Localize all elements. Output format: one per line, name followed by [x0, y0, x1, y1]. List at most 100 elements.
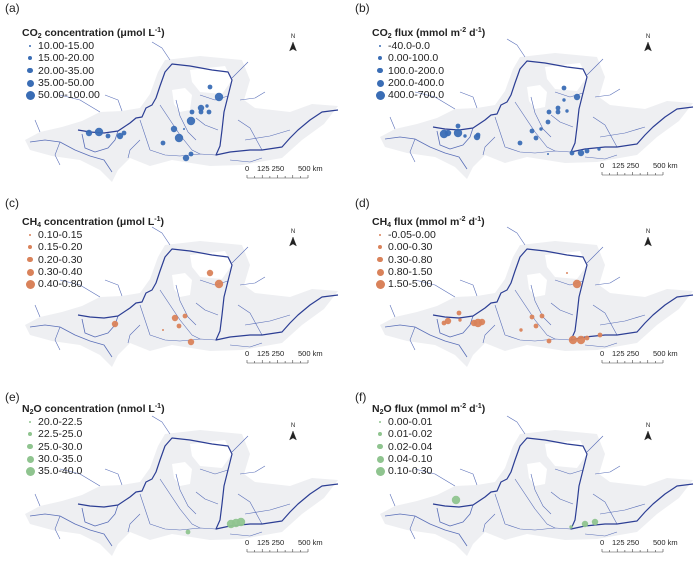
sampling-site-point [566, 272, 568, 274]
main-river [77, 63, 339, 156]
sampling-site-point [188, 151, 194, 157]
sampling-site-point [565, 109, 569, 113]
legend-item: 35.00-50.00 [22, 77, 165, 89]
legend-item-label: 10.00-15.00 [38, 40, 95, 52]
legend-item: 0.80-1.50 [372, 266, 485, 278]
map-panel-d: (d) N 0 125 250 500 km CH4 flux (mmol m-2 d-1… [350, 195, 700, 388]
main-river [432, 248, 694, 341]
sampling-site-point [441, 320, 447, 326]
scale-label: 500 km [653, 161, 678, 170]
tributary [229, 157, 263, 163]
sampling-site-point [116, 132, 124, 140]
legend-title-part: -1 [474, 216, 482, 223]
tributary [530, 96, 552, 138]
tributary [199, 94, 229, 101]
scale-label: 0 [600, 538, 605, 547]
tributary [159, 478, 201, 529]
sampling-site-point [189, 109, 195, 115]
sampling-site-point [519, 328, 523, 332]
legend-item-label: 200.0-400.0 [388, 76, 445, 89]
tributary [586, 246, 604, 264]
legend-item: 20.00-35.00 [22, 65, 165, 77]
sampling-site-point [182, 154, 190, 162]
scale-label: 500 km [653, 349, 678, 358]
legend-title-part: -2 [459, 216, 466, 223]
legend-title-part: CO [22, 27, 38, 39]
scale-label: 500 km [298, 349, 323, 358]
sampling-site-point [478, 318, 486, 326]
scale-bar [246, 360, 309, 364]
tributary [494, 116, 506, 148]
basin-gap [527, 440, 587, 486]
legend-item-label: 25.0-30.0 [38, 440, 83, 453]
sampling-site-point [444, 129, 452, 137]
sampling-site-point [562, 98, 566, 102]
legend-item: 0.00-0.01 [372, 416, 485, 428]
tributary [584, 342, 618, 348]
legend-symbol [378, 420, 382, 424]
map-panel-e: (e) N 0 125 250 500 km N2O concentration (nmo… [0, 389, 350, 579]
legend-item: 0.04-0.10 [372, 453, 485, 465]
legend-symbol [378, 432, 382, 437]
sampling-site-point [197, 104, 205, 112]
tributary [199, 468, 229, 475]
sampling-site-point [186, 116, 196, 126]
map-panel-c: (c) N 0 125 250 500 km CH4 concentration (μmo… [0, 195, 350, 388]
tributary [409, 515, 416, 540]
legend-item: 25.0-30.0 [22, 441, 165, 453]
sampling-site-point [94, 127, 104, 137]
legend-symbol [375, 279, 385, 289]
main-river [432, 437, 694, 530]
legend-title: N2O flux (mmol m-2 d-1) [372, 403, 485, 416]
legend: CH4 concentration (μmol L-1) 0.10-0.15 0.1… [22, 216, 164, 290]
main-river [77, 437, 339, 530]
legend-item-label: 0.01-0.02 [388, 428, 433, 441]
sampling-site-point [174, 133, 184, 143]
tributary [592, 304, 618, 336]
map [25, 226, 339, 367]
sampling-site-point [555, 105, 561, 111]
sampling-site-point [533, 323, 539, 329]
tributary [229, 531, 263, 537]
legend-item: 30.0-35.0 [22, 453, 165, 465]
sampling-site-point [456, 310, 462, 316]
legend-item: 0.00-100.0 [372, 52, 485, 64]
legend-title-part: ) [481, 216, 485, 228]
tributary [195, 117, 219, 131]
tributary [139, 304, 151, 336]
tributary [584, 154, 618, 160]
basin-gap [172, 440, 232, 486]
tributary [504, 334, 572, 342]
scale-label: 125 250 [612, 538, 640, 547]
legend-item-label: 0.00-0.30 [388, 241, 433, 254]
legend-item-label: 0.10-0.15 [38, 229, 83, 241]
legend-symbol [26, 79, 34, 87]
legend-title-part: CO [372, 27, 388, 39]
legend-title-part: CH [22, 216, 38, 228]
panel-label: (c) [5, 196, 19, 210]
tributary [384, 315, 474, 358]
tributary [127, 324, 141, 344]
tributary [482, 136, 496, 156]
legend-symbol [26, 268, 34, 276]
tributary [149, 149, 217, 157]
legend-title-part: ) [481, 27, 486, 39]
legend-title-part: -1 [475, 403, 482, 410]
tributary [151, 41, 171, 61]
sampling-site-point [183, 128, 185, 130]
legend-title-part: concentration (μmol L [41, 216, 155, 228]
north-arrow-icon [289, 430, 297, 441]
tributary [127, 139, 141, 159]
tributary [29, 130, 119, 173]
tributary [34, 119, 41, 133]
map [380, 226, 694, 367]
sampling-site-point [121, 130, 127, 136]
sampling-site-point [569, 525, 573, 529]
tributary [139, 119, 151, 151]
legend-item: 0.30-0.40 [22, 266, 164, 278]
legend-symbol [27, 257, 33, 263]
tributary [239, 91, 266, 101]
tributary [231, 435, 249, 453]
sampling-site-point [111, 320, 119, 328]
